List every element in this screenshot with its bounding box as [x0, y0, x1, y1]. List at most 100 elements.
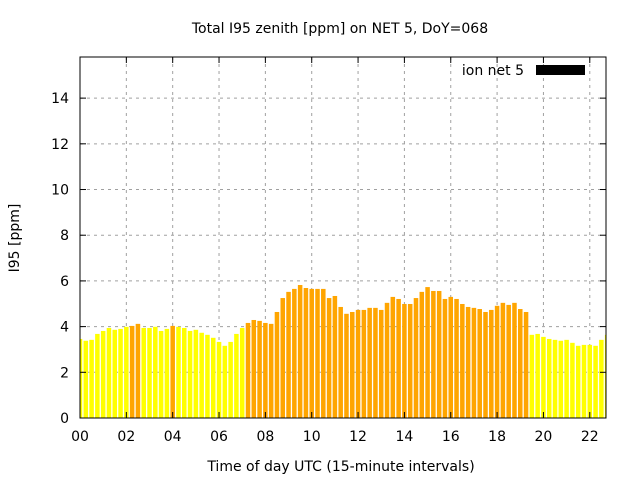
bar: [407, 303, 413, 418]
x-axis-label: Time of day UTC (15-minute intervals): [206, 459, 474, 475]
bar: [280, 298, 286, 418]
bar: [361, 309, 367, 418]
bar: [234, 333, 239, 418]
bar: [239, 327, 245, 418]
x-tick-label: 08: [256, 429, 274, 445]
bar: [344, 313, 349, 418]
bar: [523, 311, 529, 418]
legend-label: ion net 5: [462, 63, 524, 79]
y-tick-label: 2: [60, 365, 69, 381]
bar: [257, 320, 262, 418]
bar: [460, 303, 465, 418]
x-tick-label: 18: [488, 429, 506, 445]
bar: [205, 334, 210, 418]
bar: [402, 303, 407, 418]
bar: [315, 288, 320, 418]
bar: [419, 291, 425, 418]
chart-title: Total I95 zenith [ppm] on NET 5, DoY=068: [191, 21, 488, 37]
bar: [506, 304, 511, 418]
bar: [153, 326, 158, 418]
bar: [158, 330, 164, 418]
bar: [477, 309, 482, 418]
bar: [396, 298, 401, 418]
bar: [292, 288, 297, 418]
bar: [413, 298, 419, 418]
y-tick-label: 12: [51, 137, 69, 153]
bar: [326, 298, 332, 418]
plot-frame: [79, 56, 607, 419]
bar: [367, 307, 372, 418]
bar: [541, 336, 546, 418]
bar: [106, 327, 112, 418]
bar: [309, 288, 314, 418]
bar: [593, 345, 598, 418]
x-tick-label: 12: [349, 429, 367, 445]
x-tick-label: 00: [71, 429, 89, 445]
bar: [529, 334, 535, 418]
legend-swatch: [536, 65, 585, 75]
bar: [303, 287, 309, 418]
bar: [570, 342, 575, 418]
bar: [454, 298, 459, 418]
legend: ion net 5: [462, 63, 585, 79]
bar: [89, 339, 94, 418]
bar: [546, 338, 552, 418]
bar: [332, 295, 338, 418]
bar: [263, 322, 268, 418]
bar: [355, 309, 361, 418]
bar: [431, 290, 436, 418]
bar: [147, 327, 152, 418]
bar: [129, 325, 135, 418]
bar: [251, 319, 257, 418]
bar: [164, 328, 170, 418]
bar: [494, 305, 500, 418]
x-tick-label: 02: [117, 429, 135, 445]
bar: [604, 334, 606, 418]
bar: [297, 285, 303, 418]
y-tick-label: 4: [60, 320, 69, 336]
bar: [338, 306, 343, 418]
x-tick-label: 22: [581, 429, 599, 445]
bar: [373, 307, 378, 418]
x-tick-label: 20: [535, 429, 553, 445]
bar: [350, 311, 355, 418]
bar: [268, 323, 274, 418]
bar: [83, 340, 89, 418]
bar: [124, 326, 129, 418]
bar: [210, 337, 216, 418]
bar: [100, 330, 106, 418]
bar: [535, 333, 540, 418]
x-tick-label: 14: [395, 429, 413, 445]
bar: [321, 288, 326, 418]
y-axis-label: I95 [ppm]: [7, 204, 23, 273]
bar: [112, 329, 118, 418]
bar: [95, 333, 100, 418]
bar: [552, 339, 558, 418]
bar: [182, 327, 187, 418]
bar: [390, 296, 396, 418]
bar: [575, 345, 581, 418]
bar: [500, 302, 506, 418]
bar: [118, 328, 123, 418]
bar: [187, 330, 193, 418]
bar: [425, 287, 430, 418]
bar: [518, 309, 523, 418]
bar: [193, 329, 199, 418]
bar: [170, 325, 175, 418]
bar: [587, 344, 593, 418]
x-tick-label: 06: [210, 429, 228, 445]
bar: [216, 341, 222, 418]
bar: [564, 339, 569, 418]
bars: [80, 285, 606, 418]
bar: [80, 338, 83, 418]
bar: [176, 326, 181, 418]
y-tick-label: 14: [51, 91, 69, 107]
bar: [135, 323, 141, 418]
bar: [286, 291, 291, 418]
bar: [378, 309, 384, 418]
y-tick-label: 0: [60, 411, 69, 427]
y-tick-label: 8: [60, 228, 69, 244]
bar: [245, 322, 251, 418]
